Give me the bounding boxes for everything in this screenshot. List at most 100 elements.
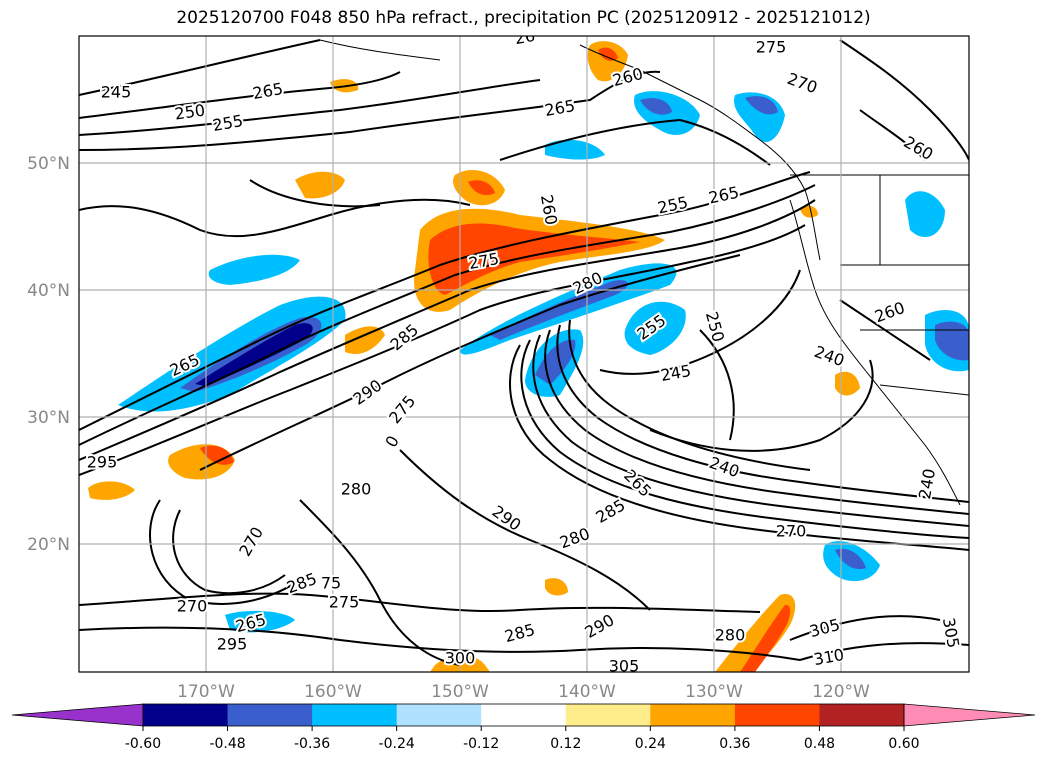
lon-label: 130°W: [685, 682, 743, 702]
pos-blob-160w: [345, 326, 385, 355]
contour-line: [399, 449, 651, 611]
colorbar-segment: [565, 704, 651, 726]
contour-label: 290: [349, 376, 385, 409]
contour-label: 270: [177, 597, 208, 616]
colorbar-tick-label: 0.36: [719, 736, 750, 752]
pos-blob-west2: [88, 481, 135, 500]
contour-line: [699, 329, 735, 441]
coastline-alaska: [579, 44, 821, 261]
contour-label: 275: [756, 38, 787, 57]
contour-label: 75: [321, 574, 341, 593]
contour-label: 265: [707, 183, 741, 208]
colorbar-segment: [227, 704, 313, 726]
neg-blob-135w: [624, 301, 686, 355]
lon-label: 170°W: [177, 682, 235, 702]
colorbar-extend-high: [903, 703, 1036, 727]
contour-label: 285: [503, 620, 537, 646]
neg-blob-wa: [905, 191, 945, 238]
map-title: 2025120700 F048 850 hPa refract., precip…: [176, 8, 871, 28]
colorbar-tick-label: 0.60: [888, 736, 919, 752]
contour-line: [79, 184, 816, 446]
colorbar-tick-label: -0.60: [125, 736, 161, 752]
lon-label: 160°W: [304, 682, 362, 702]
colorbar-segment: [312, 704, 398, 726]
colorbar-segment: [481, 704, 567, 726]
contour-label: 260: [901, 132, 937, 164]
colorbar-tick-label: -0.12: [463, 736, 499, 752]
colorbar-tick-label: 0.24: [635, 736, 666, 752]
refractivity-contours: [79, 39, 969, 666]
coastline-north-america: [789, 199, 961, 506]
lat-label: 20°N: [27, 535, 70, 555]
contour-line: [79, 71, 401, 119]
contour-label: 0: [381, 432, 403, 450]
lon-axis-labels: 170°W 160°W 150°W 140°W 130°W 120°W: [177, 682, 870, 702]
contour-label: 295: [87, 453, 118, 472]
contour-label: 305: [609, 657, 640, 676]
lat-label: 40°N: [27, 281, 70, 301]
contour-line: [499, 118, 771, 166]
contour-label: 250: [173, 100, 206, 123]
pos-blob-140w-s: [545, 578, 568, 596]
contour-label: 295: [217, 635, 248, 654]
contour-label: 260: [872, 298, 907, 326]
neg-blob-ak2: [545, 139, 605, 160]
lon-label: 120°W: [812, 682, 870, 702]
lat-axis-labels: 50°N 40°N 30°N 20°N: [27, 154, 70, 555]
border-us-mexico: [879, 384, 969, 396]
aleutian-islands: [319, 39, 441, 61]
contour-label: 290: [489, 502, 525, 535]
contour-label: 270: [785, 69, 820, 97]
contour-line: [859, 109, 926, 161]
contour-label: 240: [812, 342, 847, 370]
pos-blob-nepac-core: [468, 180, 495, 196]
contour-label: 280: [715, 626, 746, 645]
contour-label: 26: [513, 26, 536, 48]
coastlines: [319, 39, 969, 506]
lat-label: 50°N: [27, 154, 70, 174]
contour-line: [79, 592, 761, 613]
neg-band-west-deep: [195, 323, 313, 386]
pos-blob-west-core: [200, 445, 234, 465]
contour-label: 300: [445, 649, 476, 668]
colorbar-segment: [396, 704, 482, 726]
contour-line: [839, 39, 969, 161]
pos-band-south-core: [740, 604, 791, 672]
contour-label: 255: [656, 193, 690, 218]
contour-line: [79, 626, 801, 661]
contour-line: [556, 324, 969, 503]
lon-label: 140°W: [558, 682, 616, 702]
contour-line: [649, 359, 874, 452]
pos-blob-gulf-ak-core: [598, 47, 618, 61]
contour-label: 245: [101, 83, 132, 102]
neg-blob-sw: [225, 610, 295, 633]
neg-blob-ca-core: [935, 321, 969, 361]
contour-line: [79, 79, 541, 136]
contour-line: [149, 499, 301, 605]
contour-line: [299, 499, 461, 666]
neg-blob-140w-core: [535, 339, 576, 385]
lat-label: 30°N: [27, 408, 70, 428]
colorbar-segment: [734, 704, 820, 726]
contour-line: [172, 509, 286, 595]
contour-label: 270: [776, 522, 807, 541]
contour-line: [79, 39, 321, 96]
contour-line: [568, 319, 811, 471]
neg-blob-160w: [208, 254, 300, 285]
map-frame: [78, 35, 970, 673]
colorbar-tick-label: -0.36: [294, 736, 330, 752]
pos-blob-200: [295, 171, 345, 199]
colorbar-extend-low: [11, 703, 144, 727]
contour-label: 275: [329, 593, 360, 612]
contour-label: 245: [659, 361, 692, 385]
contour-line: [799, 642, 969, 661]
colorbar-tick-label: -0.24: [379, 736, 415, 752]
contour-label: 265: [251, 79, 284, 103]
colorbar: -0.60 -0.48 -0.36 -0.24 -0.12 0.12 0.24 0.36 0.4…: [11, 703, 1036, 752]
contour-line: [79, 171, 811, 431]
contour-line: [789, 615, 941, 641]
colorbar-tick-label: -0.48: [209, 736, 245, 752]
lon-label: 150°W: [431, 682, 489, 702]
contour-line: [249, 179, 381, 208]
